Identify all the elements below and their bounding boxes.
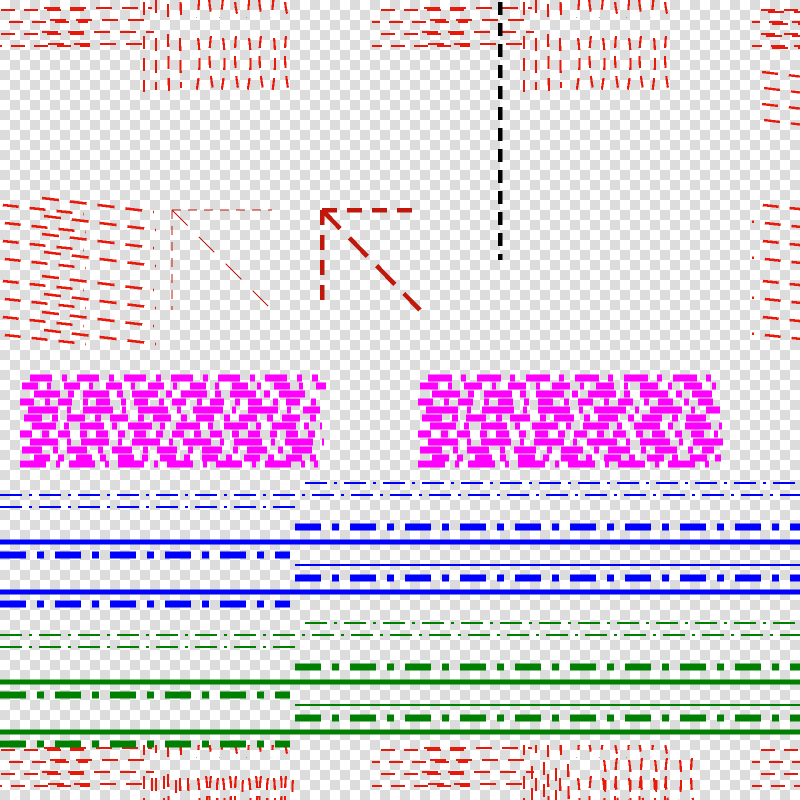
magenta-dashdot-block bbox=[20, 374, 326, 468]
red-hatch-right-edge bbox=[761, 10, 800, 126]
green-line-group bbox=[0, 622, 800, 748]
magenta-dashdot-block bbox=[418, 374, 726, 468]
blue-line-group bbox=[0, 482, 800, 608]
red-hatch-bottom bbox=[150, 757, 695, 800]
red-dashed-corner-thin bbox=[171, 209, 272, 310]
red-dashed-corner-thick bbox=[319, 207, 422, 312]
